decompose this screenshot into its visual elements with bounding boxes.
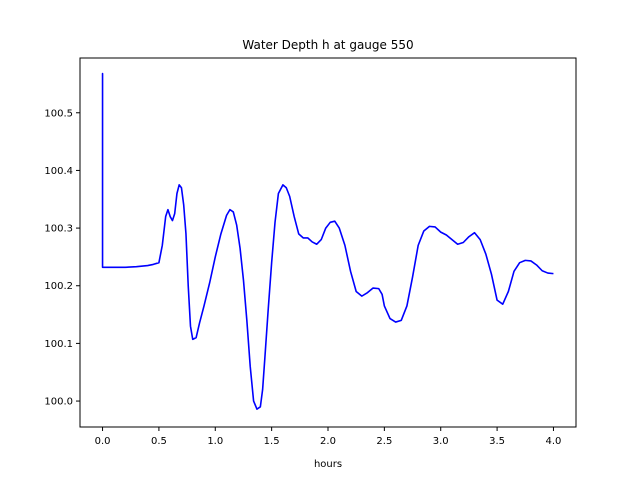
x-tick-label: 4.0 [546,436,562,447]
x-tick-label: 1.5 [264,436,280,447]
x-tick-label: 1.0 [207,436,223,447]
x-tick-label: 0.0 [95,436,111,447]
y-tick-label: 100.2 [44,281,73,292]
x-tick-label: 2.0 [320,436,336,447]
series-line [101,72,554,410]
chart-title: Water Depth h at gauge 550 [242,38,413,52]
y-axis-ticks: 100.0 100.1 100.2 100.3 100.4 100.5 [44,108,80,408]
x-tick-label: 3.0 [433,436,449,447]
x-tick-label: 3.5 [489,436,505,447]
y-tick-label: 100.3 [44,224,73,235]
y-tick-label: 100.4 [44,166,73,177]
y-tick-label: 100.5 [44,108,73,119]
y-tick-label: 100.0 [44,397,73,408]
x-tick-label: 2.5 [376,436,392,447]
x-tick-label: 0.5 [151,436,167,447]
x-axis-ticks: 0.0 0.5 1.0 1.5 2.0 2.5 3.0 3.5 4.0 [95,427,562,447]
x-axis-label: hours [314,459,342,470]
y-tick-label: 100.1 [44,339,73,350]
